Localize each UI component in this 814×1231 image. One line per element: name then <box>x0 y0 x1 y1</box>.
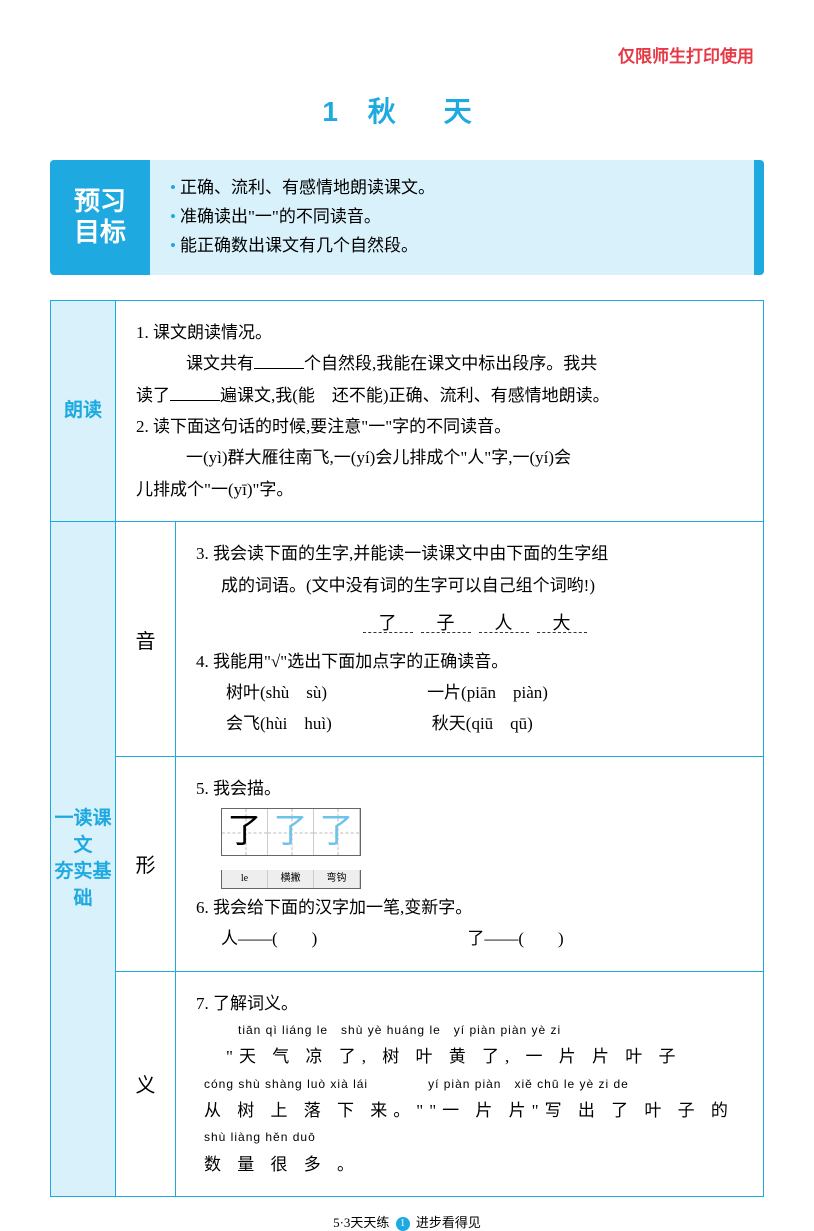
read-label: 朗读 <box>51 300 116 522</box>
trace-label: 弯钩 <box>314 870 360 888</box>
q3-line: 3. 我会读下面的生字,并能读一读课文中由下面的生字组 <box>196 538 743 569</box>
pinyin-choice[interactable]: 秋天(qiū qū) <box>432 708 533 739</box>
title-char-2: 天 <box>444 96 474 127</box>
char-cell[interactable]: 大 <box>537 607 587 633</box>
yin-label: 音 <box>116 522 176 757</box>
q6-heading: 6. 我会给下面的汉字加一笔,变新字。 <box>196 892 743 923</box>
pinyin-choice[interactable]: 树叶(shù sù) <box>226 677 327 708</box>
trace-grid[interactable]: 了 了 了 <box>221 808 361 856</box>
pinyin-choice-row: 会飞(hùi huì) 秋天(qiū qū) <box>226 708 743 739</box>
bullet-icon: • <box>170 207 176 226</box>
page-title: 1 秋 天 <box>50 90 764 130</box>
sentence-line: "天 气 凉 了, 树 叶 黄 了, 一 片 片 叶 子 <box>226 1041 743 1072</box>
title-char-1: 秋 <box>368 96 398 127</box>
q1-line: 读了遍课文,我(能 还不能)正确、流利、有感情地朗读。 <box>136 380 743 411</box>
trace-block: 了 了 了 le 横撇 弯钩 <box>221 804 743 891</box>
read-content: 1. 课文朗读情况。 课文共有个自然段,我能在课文中标出段序。我共 读了遍课文,… <box>116 300 764 522</box>
trace-cell[interactable]: 了 <box>268 809 314 855</box>
blank-input[interactable] <box>254 352 304 369</box>
yin-content: 3. 我会读下面的生字,并能读一读课文中由下面的生字组 成的词语。(文中没有词的… <box>176 522 764 757</box>
q7-heading: 7. 了解词义。 <box>196 988 743 1019</box>
yi-content: 7. 了解词义。 tiān qì liáng le shù yè huáng l… <box>176 971 764 1196</box>
pinyin-choice[interactable]: 会飞(hùi huì) <box>226 708 332 739</box>
goal-item: •准确读出"一"的不同读音。 <box>170 203 734 232</box>
footer-text-b: 进步看得见 <box>416 1215 481 1230</box>
goals-label: 预习 目标 <box>50 160 150 275</box>
goal-item: •能正确数出课文有几个自然段。 <box>170 232 734 261</box>
yi-label: 义 <box>116 971 176 1196</box>
goals-label-line2: 目标 <box>74 217 126 248</box>
q2-line: 儿排成个"一(yī)"字。 <box>136 474 743 505</box>
bullet-icon: • <box>170 178 176 197</box>
title-number: 1 <box>322 96 340 127</box>
foundation-line2: 夯实基础 <box>51 859 115 912</box>
footer-text-a: 5·3天天练 <box>333 1215 389 1230</box>
char-practice-row: 了 子 人 大 <box>196 607 743 639</box>
trace-label-row: le 横撇 弯钩 <box>221 870 361 889</box>
main-table: 朗读 1. 课文朗读情况。 课文共有个自然段,我能在课文中标出段序。我共 读了遍… <box>50 300 764 1197</box>
foundation-line1: 一读课文 <box>51 806 115 859</box>
trace-label: le <box>222 870 268 888</box>
stroke-add-item[interactable]: 了——( ) <box>467 923 563 954</box>
pinyin-choice[interactable]: 一片(piān piàn) <box>427 677 548 708</box>
xing-label: 形 <box>116 756 176 971</box>
goals-label-line1: 预习 <box>74 186 126 217</box>
goal-item: •正确、流利、有感情地朗读课文。 <box>170 174 734 203</box>
stroke-add-row: 人——( ) 了——( ) <box>221 923 743 954</box>
foundation-label: 一读课文 夯实基础 <box>51 522 116 1197</box>
q2-line: 一(yì)群大雁往南飞,一(yí)会儿排成个"人"字,一(yí)会 <box>136 442 743 473</box>
trace-label: 横撇 <box>268 870 314 888</box>
blank-input[interactable] <box>170 384 220 401</box>
trace-cell[interactable]: 了 <box>222 809 268 855</box>
q2-heading: 2. 读下面这句话的时候,要注意"一"字的不同读音。 <box>136 411 743 442</box>
pinyin-annotation: shù liàng hěn duō <box>204 1126 743 1148</box>
goals-content: •正确、流利、有感情地朗读课文。 •准确读出"一"的不同读音。 •能正确数出课文… <box>150 160 754 275</box>
pinyin-annotation: cóng shù shàng luò xià lái yí piàn piàn … <box>204 1073 743 1095</box>
bullet-icon: • <box>170 236 176 255</box>
char-cell[interactable]: 了 <box>363 607 413 633</box>
trace-cell[interactable]: 了 <box>314 809 360 855</box>
goals-stripe <box>754 160 764 275</box>
watermark: 仅限师生打印使用 <box>618 42 754 67</box>
page-number-badge: 1 <box>396 1217 410 1231</box>
q1-heading: 1. 课文朗读情况。 <box>136 317 743 348</box>
pinyin-choice-row: 树叶(shù sù) 一片(piān piàn) <box>226 677 743 708</box>
q4-heading: 4. 我能用"√"选出下面加点字的正确读音。 <box>196 646 743 677</box>
q1-line: 课文共有个自然段,我能在课文中标出段序。我共 <box>136 348 743 379</box>
q3-line: 成的词语。(文中没有词的生字可以自己组个词哟!) <box>196 570 743 601</box>
sentence-line: 从 树 上 落 下 来。""一 片 片"写 出 了 叶 子 的 <box>204 1095 743 1126</box>
xing-content: 5. 我会描。 了 了 了 le 横撇 弯钩 6. 我会给下面的汉字加一笔,变新… <box>176 756 764 971</box>
sentence-line: 数 量 很 多 。 <box>204 1149 743 1180</box>
pinyin-annotation: tiān qì liáng le shù yè huáng le yí piàn… <box>238 1019 743 1041</box>
char-cell[interactable]: 子 <box>421 607 471 633</box>
page-footer: 5·3天天练 1 进步看得见 <box>50 1212 764 1231</box>
stroke-add-item[interactable]: 人——( ) <box>221 923 317 954</box>
char-cell[interactable]: 人 <box>479 607 529 633</box>
q5-heading: 5. 我会描。 <box>196 773 743 804</box>
preview-goals-box: 预习 目标 •正确、流利、有感情地朗读课文。 •准确读出"一"的不同读音。 •能… <box>50 160 764 275</box>
